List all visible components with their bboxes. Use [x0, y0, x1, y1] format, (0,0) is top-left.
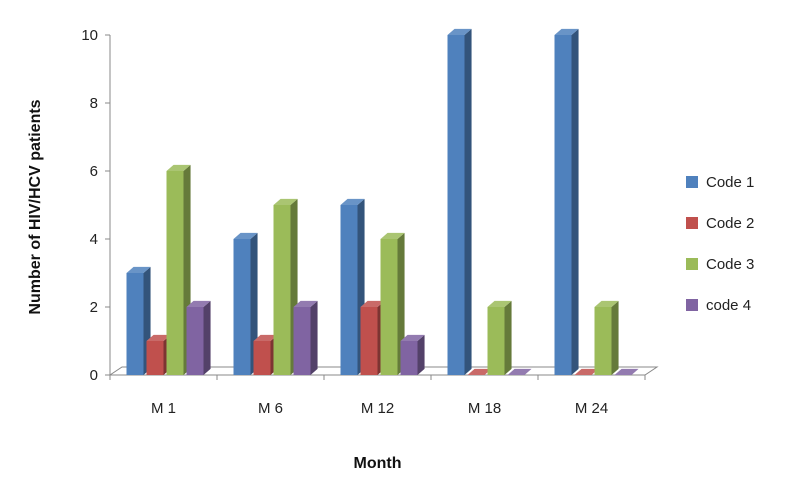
bar: [507, 368, 532, 375]
bar: [293, 300, 318, 375]
legend-label: code 4: [706, 297, 751, 314]
legend-swatch: [686, 217, 698, 229]
legend-swatch: [686, 258, 698, 270]
y-tick-label: 4: [90, 231, 98, 248]
bar: [574, 368, 599, 375]
bar: [467, 368, 492, 375]
bars-layer: [126, 28, 639, 375]
y-tick-label: 10: [81, 27, 98, 44]
labels-layer: Month Number of HIV/HCV patients: [27, 99, 401, 472]
legend-swatch: [686, 299, 698, 311]
bar: [340, 198, 365, 375]
y-tick-label: 6: [90, 163, 98, 180]
legend-item: code 4: [686, 297, 751, 314]
legend-swatch: [686, 176, 698, 188]
x-axis-title: Month: [354, 455, 402, 472]
legend: Code 1 Code 2 Code 3 code 4: [686, 174, 754, 314]
legend-item: Code 3: [686, 256, 754, 273]
x-tick-label: M 12: [361, 400, 394, 417]
y-tick-label: 2: [90, 299, 98, 316]
x-tick-label: M 1: [151, 400, 176, 417]
bar: [186, 300, 211, 375]
bar: [447, 28, 472, 375]
bar: [400, 334, 425, 375]
legend-item: Code 1: [686, 174, 754, 191]
bar: [487, 300, 512, 375]
y-tick-label: 8: [90, 95, 98, 112]
legend-label: Code 3: [706, 256, 754, 273]
y-axis-title: Number of HIV/HCV patients: [27, 99, 44, 314]
bar: [594, 300, 619, 375]
legend-item: Code 2: [686, 215, 754, 232]
legend-label: Code 1: [706, 174, 754, 191]
bar: [554, 28, 579, 375]
legend-label: Code 2: [706, 215, 754, 232]
y-tick-label: 0: [90, 367, 98, 384]
x-tick-label: M 6: [258, 400, 283, 417]
x-tick-label: M 18: [468, 400, 501, 417]
bar: [614, 368, 639, 375]
x-tick-label: M 24: [575, 400, 608, 417]
